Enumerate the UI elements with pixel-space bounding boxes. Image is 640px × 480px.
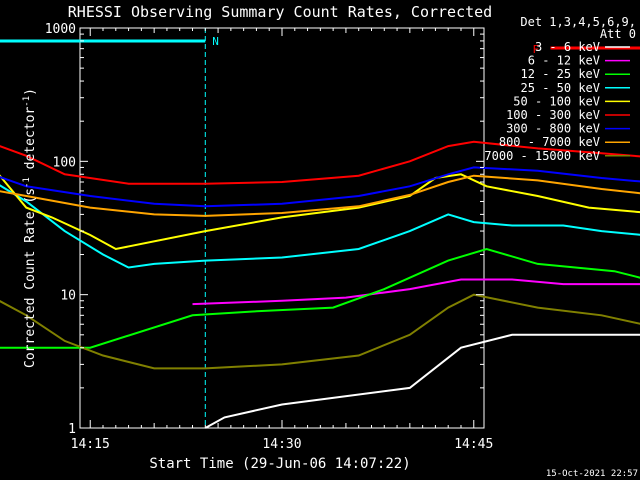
series-line (192, 278, 640, 306)
x-tick-label: 14:15 (71, 437, 110, 452)
y-axis-label: Corrected Count Rate (s-1 detector-1) (22, 88, 38, 368)
y-tick-label: 1000 (45, 22, 76, 37)
legend-entry-label: 3 - 6 keV (535, 40, 600, 54)
y-axis-label-mid: detector (23, 107, 38, 178)
legend-entry-label: 50 - 100 keV (513, 94, 600, 108)
y-axis-label-main: Corrected Count Rate (s (23, 188, 38, 368)
y-axis-label-sup2: -1 (22, 96, 32, 107)
y-axis-label-sup1: -1 (22, 177, 32, 188)
axes: 110100100014:1514:3014:4515:0015:1515:30… (45, 22, 494, 452)
series-line (0, 166, 640, 208)
legend-entry-label: 6 - 12 keV (528, 54, 600, 68)
footer-date: 15-Oct-2021 22:57 (546, 469, 638, 479)
legend-entry-label: 300 - 800 keV (506, 122, 600, 136)
y-tick-label: 1 (68, 422, 76, 437)
plot-area: NF (0, 27, 640, 429)
legend-entry-label: 25 - 50 keV (521, 81, 600, 95)
y-axis-label-end: ) (23, 88, 38, 96)
legend-header-line2: Att 0 (600, 27, 636, 41)
legend-entry-label: 7000 - 15000 keV (484, 149, 600, 163)
chart-title: RHESSI Observing Summary Count Rates, Co… (68, 3, 492, 21)
y-tick-label: 10 (60, 289, 76, 304)
annotation-night: N (212, 35, 219, 48)
series-line (0, 174, 640, 217)
series-line (0, 184, 640, 269)
series-line (204, 333, 640, 429)
x-axis-label: Start Time (29-Jun-06 14:07:22) (149, 456, 410, 472)
legend-entry-label: 800 - 7000 keV (499, 135, 600, 149)
legend-entry-label: 100 - 300 keV (506, 108, 600, 122)
legend-entry-label: 12 - 25 keV (521, 67, 600, 81)
series-line (0, 140, 640, 185)
x-tick-label: 14:30 (262, 437, 301, 452)
legend-header-line1: Det 1,3,4,5,6,9, (520, 15, 636, 29)
annotation-flare: F (532, 43, 539, 56)
series-line (0, 247, 640, 349)
x-tick-label: 14:45 (454, 437, 493, 452)
series-line (0, 293, 640, 370)
series-line (0, 173, 640, 251)
y-tick-label: 100 (53, 155, 76, 170)
